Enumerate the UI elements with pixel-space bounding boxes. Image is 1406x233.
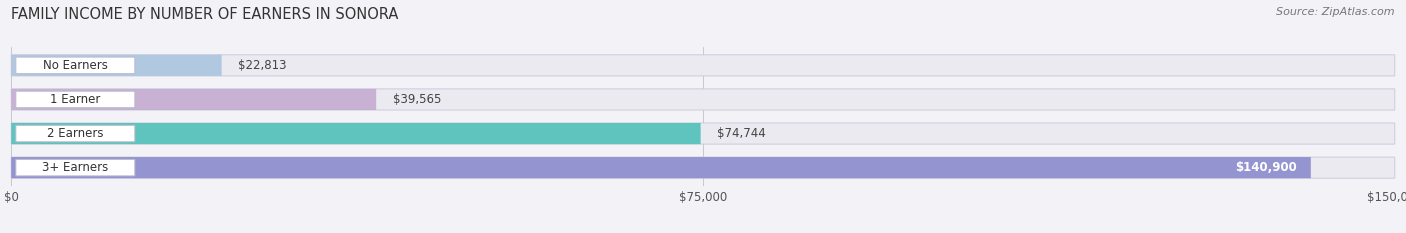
Text: 1 Earner: 1 Earner — [51, 93, 101, 106]
FancyBboxPatch shape — [11, 123, 700, 144]
Text: $74,744: $74,744 — [717, 127, 766, 140]
FancyBboxPatch shape — [11, 55, 1395, 76]
FancyBboxPatch shape — [15, 125, 135, 142]
Text: $39,565: $39,565 — [392, 93, 441, 106]
Text: 2 Earners: 2 Earners — [46, 127, 104, 140]
FancyBboxPatch shape — [11, 123, 1395, 144]
Text: $140,900: $140,900 — [1236, 161, 1296, 174]
Text: 3+ Earners: 3+ Earners — [42, 161, 108, 174]
FancyBboxPatch shape — [11, 157, 1395, 178]
FancyBboxPatch shape — [11, 89, 377, 110]
FancyBboxPatch shape — [15, 57, 135, 74]
Text: FAMILY INCOME BY NUMBER OF EARNERS IN SONORA: FAMILY INCOME BY NUMBER OF EARNERS IN SO… — [11, 7, 399, 22]
FancyBboxPatch shape — [15, 91, 135, 108]
FancyBboxPatch shape — [11, 89, 1395, 110]
FancyBboxPatch shape — [15, 159, 135, 176]
Text: No Earners: No Earners — [44, 59, 108, 72]
FancyBboxPatch shape — [11, 55, 222, 76]
Text: Source: ZipAtlas.com: Source: ZipAtlas.com — [1277, 7, 1395, 17]
Text: $22,813: $22,813 — [238, 59, 287, 72]
FancyBboxPatch shape — [11, 157, 1310, 178]
